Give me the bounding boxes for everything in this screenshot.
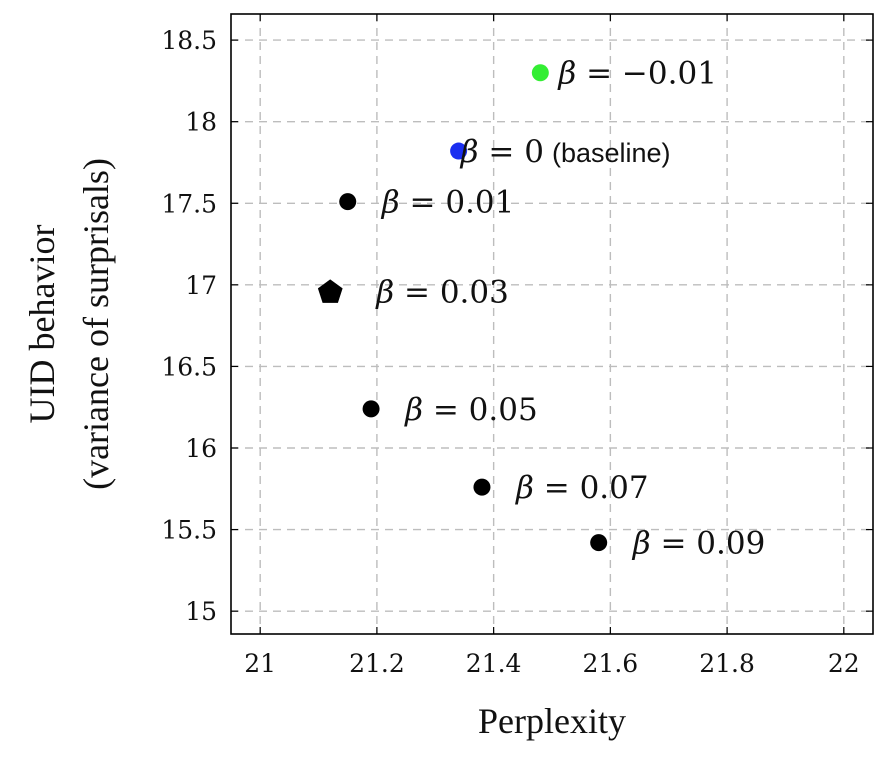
data-point <box>590 534 608 552</box>
data-label-symbol: β <box>381 185 410 221</box>
data-point <box>362 400 380 418</box>
data-label-value: = 0.07 <box>544 470 649 506</box>
data-label-symbol: β <box>632 526 661 562</box>
y-tick-label: 16 <box>185 434 217 463</box>
data-label-symbol: β <box>460 134 489 170</box>
data-label: β = 0.07 <box>515 470 649 506</box>
x-tick-label: 21.4 <box>466 649 522 678</box>
data-label-symbol: β <box>515 470 544 506</box>
data-label-value: = 0.09 <box>660 526 765 562</box>
y-axis-title: UID behavior (variance of surprisals) <box>22 158 116 490</box>
y-axis-title-line: (variance of surprisals) <box>76 158 116 490</box>
data-points <box>317 64 608 552</box>
data-label: β = −0.01 <box>557 56 717 92</box>
grid <box>231 14 873 634</box>
data-label: β = 0.05 <box>404 392 538 428</box>
data-label-symbol: β <box>557 56 586 92</box>
data-label-value: = 0.03 <box>404 274 509 310</box>
x-tick-label: 21 <box>244 649 276 678</box>
data-label: β = 0 (baseline) <box>460 134 671 170</box>
axis-ticks: 21 21.2 21.4 21.6 21.8 22 15 15.5 16 16.5 17 17.5 18… <box>161 14 873 678</box>
y-axis-title-line: UID behavior <box>22 225 62 424</box>
x-tick-label: 21.8 <box>699 649 755 678</box>
data-label-note: (baseline) <box>552 138 671 168</box>
data-label-value: = 0 <box>488 134 544 170</box>
y-tick-label: 15 <box>185 597 217 626</box>
point-labels: β = −0.01β = 0 (baseline)β = 0.01β = 0.03… <box>375 56 765 562</box>
y-tick-label: 16.5 <box>161 352 217 381</box>
data-point-pentagon <box>317 279 343 303</box>
x-tick-label: 22 <box>828 649 860 678</box>
x-tick-label: 21.2 <box>349 649 405 678</box>
plot-frame <box>230 13 874 635</box>
data-label-value: = 0.01 <box>410 185 515 221</box>
data-label-value: = −0.01 <box>586 56 717 92</box>
data-label-value: = 0.05 <box>433 392 538 428</box>
x-tick-label: 21.6 <box>583 649 639 678</box>
data-label-symbol: β <box>404 392 433 428</box>
y-tick-label: 18 <box>185 108 217 137</box>
data-point <box>339 193 357 211</box>
x-axis-title: Perplexity <box>478 701 626 741</box>
y-tick-label: 17 <box>185 271 217 300</box>
data-label: β = 0.09 <box>632 526 766 562</box>
data-point <box>531 64 549 82</box>
data-label: β = 0.03 <box>375 274 509 310</box>
data-point <box>473 478 491 496</box>
y-tick-label: 15.5 <box>161 516 217 545</box>
y-tick-label: 18.5 <box>161 26 217 55</box>
data-point <box>450 142 468 160</box>
data-label-symbol: β <box>375 274 404 310</box>
data-label: β = 0.01 <box>381 185 515 221</box>
y-tick-label: 17.5 <box>161 189 217 218</box>
